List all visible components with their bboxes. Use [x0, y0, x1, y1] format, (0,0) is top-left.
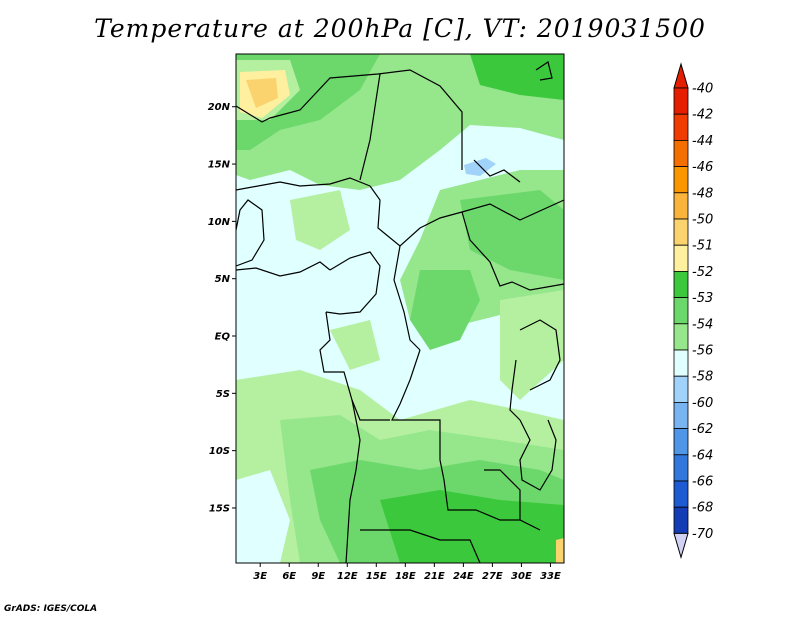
lon-tick-label: 9E: [311, 571, 325, 582]
lat-tick-label: 15S: [209, 503, 230, 514]
border-line: [535, 61, 553, 81]
colorbar-bottom-arrow: [673, 532, 689, 560]
colorbar-label: -42: [692, 108, 713, 123]
colorbar-swatch: [673, 454, 689, 482]
colorbar-swatch: [673, 428, 689, 456]
border-line: [473, 159, 521, 183]
border-line: [393, 245, 421, 351]
colorbar-swatch: [673, 349, 689, 377]
border-line: [369, 185, 565, 247]
colorbar-label: -51: [692, 239, 713, 254]
border-line: [391, 349, 541, 531]
field-region: [464, 158, 496, 176]
colorbar-swatch: [673, 506, 689, 534]
field-region: [470, 54, 564, 100]
lon-tick-label: 6E: [282, 571, 296, 582]
colorbar-swatch: [673, 192, 689, 220]
colorbar-label: -46: [692, 160, 713, 175]
colorbar-label: -64: [692, 448, 713, 463]
colorbar-label: -53: [692, 291, 713, 306]
border-line: [325, 251, 381, 315]
colorbar-label: -60: [692, 396, 713, 411]
lat-tick-label: EQ: [215, 332, 231, 343]
colorbar-swatch: [673, 480, 689, 508]
border-line: [345, 399, 361, 564]
border-line: [235, 69, 463, 170]
lon-tick-label: 12E: [337, 571, 358, 582]
lon-tick-label: 24E: [453, 571, 474, 582]
border-line: [235, 199, 265, 267]
field-region: [380, 490, 564, 563]
field-region: [410, 270, 480, 350]
colorbar-swatch: [673, 166, 689, 194]
lat-tick-label: 5N: [215, 274, 231, 285]
field-region: [500, 290, 564, 400]
map-title: Temperature at 200hPa [C], VT: 201903150…: [94, 14, 706, 43]
lon-tick-label: 18E: [395, 571, 416, 582]
colorbar-label: -68: [692, 501, 713, 516]
colorbar-label: -58: [692, 370, 713, 385]
lat-tick-label: 20N: [208, 102, 231, 113]
lon-tick-label: 15E: [366, 571, 387, 582]
border-line: [461, 211, 565, 291]
colorbar-swatch: [673, 139, 689, 167]
colorbar-label: -70: [692, 527, 713, 542]
map-frame: [235, 53, 565, 564]
country-borders: [235, 61, 565, 564]
colorbar-swatch: [673, 323, 689, 351]
lon-tick-label: 30E: [511, 571, 532, 582]
colorbar-label: -56: [692, 344, 713, 359]
border-line: [360, 529, 481, 564]
longitude-axis: 3E 6E 9E 12E 15E 18E 21E 24E 27E 30E 33E: [253, 563, 561, 582]
colorbar-label: -50: [692, 213, 713, 228]
border-line: [519, 319, 561, 391]
border-line: [359, 73, 381, 181]
field-region: [290, 190, 350, 250]
colorbar-swatch: [673, 244, 689, 272]
colorbar-label: -52: [692, 265, 713, 280]
temperature-field: [236, 54, 564, 563]
colorbar-swatch: [673, 87, 689, 115]
colorbar-swatch: [673, 401, 689, 429]
colorbar-top-arrow: [673, 62, 689, 89]
border-line: [509, 359, 521, 421]
colorbar-swatch: [673, 375, 689, 403]
colorbar-swatch: [673, 270, 689, 298]
colorbar-label: -44: [692, 134, 713, 149]
latitude-axis: 20N 15N 10N 5N EQ 5S 10S 15S: [208, 102, 236, 514]
grads-credit: GrADS: IGES/COLA: [4, 604, 98, 614]
field-region: [236, 470, 290, 563]
field-region: [246, 78, 278, 108]
border-line: [235, 177, 371, 191]
border-line: [484, 469, 521, 520]
lat-tick-label: 5S: [216, 389, 230, 400]
lat-tick-label: 15N: [208, 160, 231, 171]
lon-tick-label: 21E: [424, 571, 445, 582]
colorbar-swatch: [673, 297, 689, 325]
lon-tick-label: 33E: [540, 571, 561, 582]
colorbar: -40 -42 -44 -46 -48 -50 -51 -52 -53 -54 -56 -58 -60 -…: [673, 62, 713, 560]
lon-tick-label: 27E: [482, 571, 503, 582]
colorbar-swatch: [673, 218, 689, 246]
border-line: [519, 419, 557, 491]
colorbar-label: -48: [692, 186, 713, 201]
lon-tick-label: 3E: [253, 571, 267, 582]
field-region: [556, 538, 564, 563]
border-line: [235, 261, 331, 277]
colorbar-swatch: [673, 113, 689, 141]
border-line: [319, 311, 390, 421]
colorbar-label: -66: [692, 475, 713, 490]
colorbar-label: -40: [692, 82, 713, 97]
colorbar-label: -62: [692, 422, 713, 437]
colorbar-label: -54: [692, 317, 713, 332]
field-region: [330, 320, 380, 370]
lat-tick-label: 10S: [209, 446, 230, 457]
lat-tick-label: 10N: [208, 217, 231, 228]
